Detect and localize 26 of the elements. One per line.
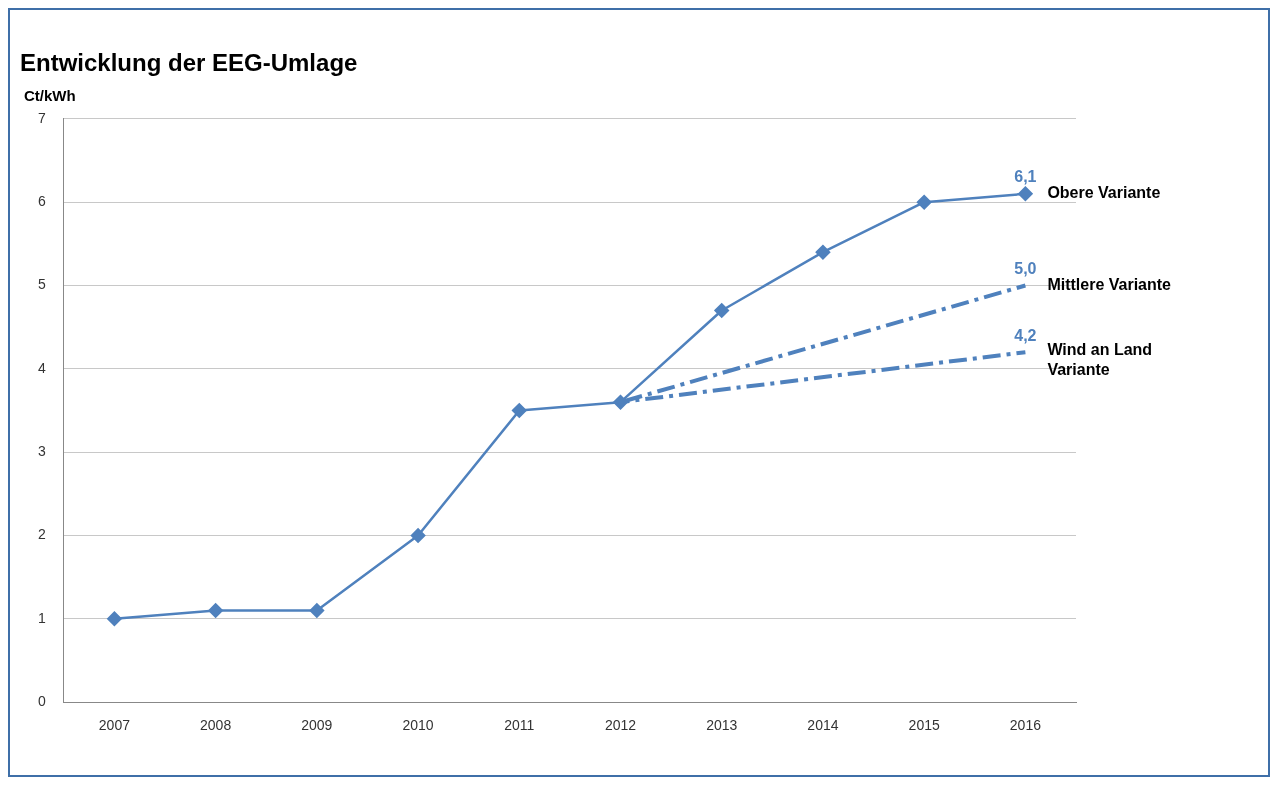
y-tick-label: 5: [37, 276, 46, 293]
y-tick-label: 7: [37, 109, 46, 126]
x-tick-label: 2009: [301, 717, 333, 734]
chart-title: Entwicklung der EEG-Umlage: [20, 49, 358, 77]
series-label: Mittlere Variante: [1047, 275, 1172, 293]
y-tick-label: 6: [37, 193, 46, 209]
x-tick-label: 2012: [604, 717, 637, 734]
y-tick-label: 2: [37, 526, 46, 543]
y-axis-title: Ct/kWh: [24, 87, 76, 105]
x-tick-label: 2008: [200, 717, 232, 734]
series-label: Wind an Land Variante: [1047, 340, 1153, 378]
data-label: 6,1: [1014, 168, 1037, 186]
y-tick-label: 4: [37, 359, 46, 376]
x-tick-label: 2014: [807, 717, 839, 734]
x-tick-label: 2010: [402, 717, 434, 734]
y-tick-label: 0: [37, 693, 46, 710]
y-tick-label: 1: [37, 609, 46, 626]
y-tick-label: 3: [37, 443, 46, 460]
x-tick-label: 2007: [98, 717, 131, 734]
x-tick-label: 2016: [1009, 717, 1042, 734]
x-tick-label: 2015: [908, 717, 940, 734]
x-tick-label: 2013: [706, 717, 738, 734]
data-label: 5,0: [1014, 259, 1037, 277]
x-tick-label: 2011: [504, 717, 535, 734]
series-label: Obere Variante: [1047, 184, 1161, 202]
data-label: 4,2: [1014, 326, 1037, 344]
